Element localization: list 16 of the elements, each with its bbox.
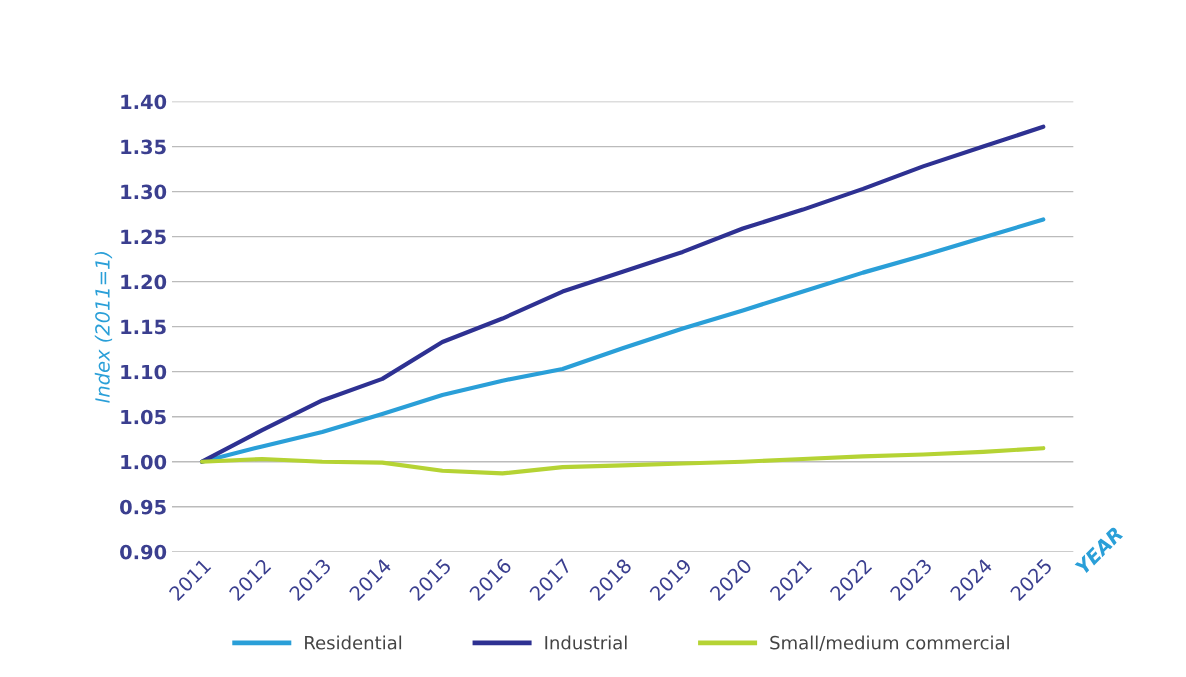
y-tick-label: 1.00 xyxy=(121,454,167,470)
line-series xyxy=(199,446,1046,476)
y-tick-label: 1.25 xyxy=(121,229,166,245)
y-tick-label: 1.10 xyxy=(121,364,167,380)
y-tick-label: 1.40 xyxy=(121,94,167,110)
y-tick-label: 0.90 xyxy=(120,544,167,560)
y-tick-label: 1.15 xyxy=(121,319,166,335)
y-tick-label: 1.35 xyxy=(121,139,166,155)
legend-label: Industrial xyxy=(545,635,627,650)
y-tick-label: 0.95 xyxy=(120,499,166,515)
legend-label: Residential xyxy=(305,635,402,650)
legend-label: Small/medium commercial xyxy=(770,635,1009,651)
y-tick-label: 1.30 xyxy=(121,184,167,200)
y-tick-label: 1.20 xyxy=(121,274,167,290)
y-tick-label: 1.05 xyxy=(121,409,166,425)
y-axis-title: Index (2011=1) xyxy=(94,251,113,403)
